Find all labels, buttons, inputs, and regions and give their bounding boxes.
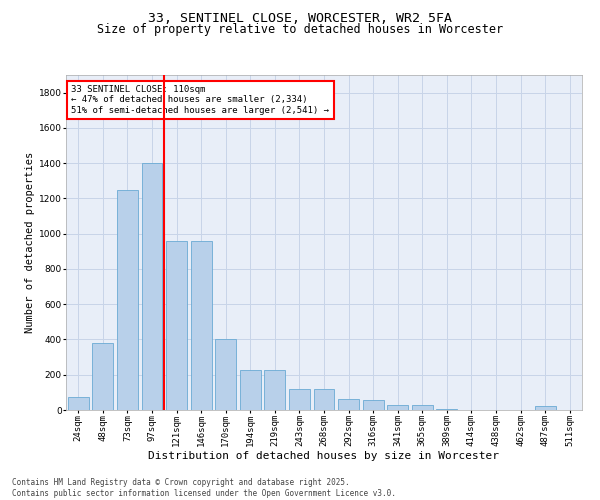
Text: 33 SENTINEL CLOSE: 110sqm
← 47% of detached houses are smaller (2,334)
51% of se: 33 SENTINEL CLOSE: 110sqm ← 47% of detac… — [71, 85, 329, 115]
Bar — [314, 389, 334, 410]
Bar — [289, 389, 310, 410]
Bar — [362, 400, 383, 410]
Bar — [215, 340, 236, 410]
Bar — [142, 163, 163, 410]
X-axis label: Distribution of detached houses by size in Worcester: Distribution of detached houses by size … — [149, 450, 499, 460]
Bar — [535, 406, 556, 410]
Bar — [412, 404, 433, 410]
Bar — [117, 190, 138, 410]
Text: 33, SENTINEL CLOSE, WORCESTER, WR2 5FA: 33, SENTINEL CLOSE, WORCESTER, WR2 5FA — [148, 12, 452, 26]
Bar — [387, 404, 408, 410]
Text: Size of property relative to detached houses in Worcester: Size of property relative to detached ho… — [97, 22, 503, 36]
Text: Contains HM Land Registry data © Crown copyright and database right 2025.
Contai: Contains HM Land Registry data © Crown c… — [12, 478, 396, 498]
Bar — [68, 397, 89, 410]
Y-axis label: Number of detached properties: Number of detached properties — [25, 152, 35, 333]
Bar — [265, 370, 286, 410]
Bar — [436, 409, 457, 410]
Bar — [338, 400, 359, 410]
Bar — [166, 240, 187, 410]
Bar — [92, 343, 113, 410]
Bar — [191, 240, 212, 410]
Bar — [240, 370, 261, 410]
